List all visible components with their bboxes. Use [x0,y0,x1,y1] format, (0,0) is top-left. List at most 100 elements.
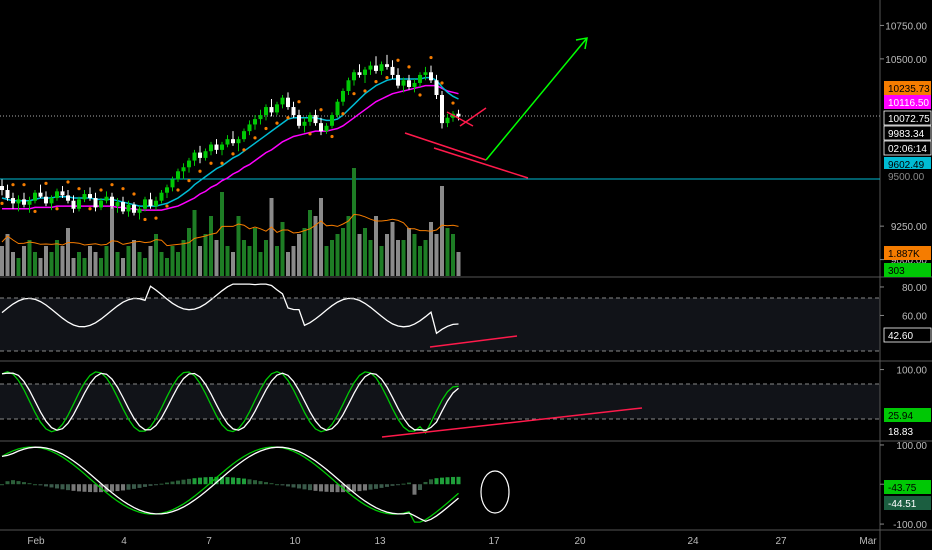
volume-bar [16,258,21,276]
rsi-tick-label: 60.00 [902,311,927,322]
osc-histogram-bar [368,484,373,490]
stoch-d-value-label-bg [884,424,931,438]
candle-body [379,64,384,71]
volume-bar [456,252,461,276]
candle-body [242,131,246,140]
candle-body [165,187,169,193]
volume-bar [291,246,296,276]
volume-bar [176,252,180,276]
volume-bar [319,198,323,276]
volume-value-label-bg [884,246,931,260]
osc-histogram-bar [286,484,290,487]
psar-dot [385,76,389,80]
osc-slow-value-label-text: -44.51 [888,499,917,510]
osc-histogram-bar [220,476,224,485]
price-value-label-text: 10072.75 [888,114,930,125]
stoch-divergence-line [381,407,643,438]
price-value-label: 9983.34 [883,125,932,141]
volume-bar [77,252,81,276]
candle-body [115,202,120,207]
volume-bar [170,246,175,276]
rsi-value-label-text: 42.60 [888,331,913,342]
osc-histogram-bar [291,484,296,488]
candle-body [104,196,109,201]
osc-histogram-bar [434,478,439,485]
volume-bar [0,246,4,276]
candle-body [313,115,318,124]
osc-histogram-bar [137,484,142,488]
volume-bar [93,252,98,276]
candle-body [352,72,356,81]
osc-histogram-bar [335,484,340,493]
candle-body [341,90,345,102]
volume-bar [104,246,109,276]
osc-histogram-bar [170,481,175,485]
osc-histogram-bar [16,481,21,485]
candle-body [11,198,15,204]
time-tick-label: 20 [574,536,586,547]
psar-dot [220,161,224,165]
osc-histogram-bar [0,484,4,486]
psar-dot [242,148,246,152]
psar-dot [33,209,37,214]
candle-body [159,192,164,201]
candle-body [335,101,340,116]
psar-dot [22,183,26,187]
price-value-label: 10072.75 [883,110,932,126]
volume-bar [44,246,48,276]
osc-histogram-bar [363,484,367,491]
volume-bar [368,240,373,276]
rsi-line [1,283,459,335]
price-value-label: 9602.49 [884,157,931,171]
osc-histogram-bar [324,484,329,492]
osc-histogram-bar [330,484,334,493]
breakout-arrow-line [485,37,588,161]
psar-dot [440,81,444,85]
stoch-d-line [1,372,459,431]
volume-bar [247,246,252,276]
psar-dot [396,58,400,62]
candle-body [16,199,21,204]
price-value-label-text: 02:06:14 [888,144,927,155]
candle-body [429,72,433,81]
osc-histogram-bar [302,484,307,490]
candle-body [49,198,54,204]
psar-dot [297,100,301,104]
candle-body [302,121,307,126]
osc-histogram-bar [379,484,384,488]
candle-body [203,151,208,158]
volume-bar [341,228,345,276]
volume-bar [297,234,301,276]
stoch-k-value-label: 25.94 [884,408,931,422]
volume-bar [115,252,120,276]
volume-bar [231,252,235,276]
candle-body [407,80,411,87]
candle-body [93,198,98,208]
price-axis: 10750.00 10500.00 9250.00 9000.00 80.00 60.00… [880,21,932,531]
highlight-ellipse [480,470,510,514]
price-value-label-bg [883,125,932,141]
osc-histogram-bar [374,484,378,489]
candle-body [148,199,153,207]
candle-body [308,115,312,122]
osc-histogram-bar [396,484,400,486]
candle-body [170,179,175,188]
osc-slow-line [1,446,459,523]
psar-dot [77,187,81,191]
volume-bar [154,234,158,276]
candle-body [434,80,439,96]
rsi-value-label-bg [883,327,932,343]
candle-body [132,204,136,213]
time-axis: Feb 4 7 10 13 17 20 24 27 Mar [27,536,877,547]
volume-bar [313,216,318,276]
candle-body [66,195,70,201]
candle-body [22,199,26,205]
osc-histogram-bar [242,478,246,485]
psar-dot [341,112,345,116]
candle-body [198,152,202,158]
osc-histogram-bar [390,484,395,486]
osc-histogram-bar [203,477,208,485]
volume-bar [253,228,257,276]
candle-body [143,199,147,209]
